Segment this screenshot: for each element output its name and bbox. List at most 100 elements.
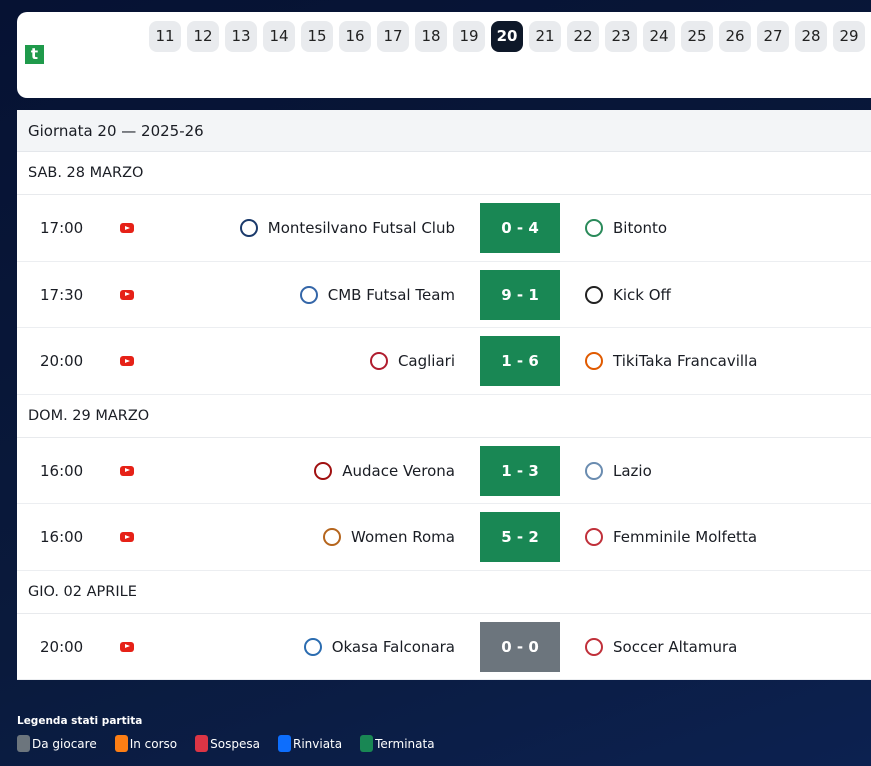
home-team[interactable]: Audace Verona bbox=[314, 438, 455, 504]
youtube-icon[interactable] bbox=[120, 641, 134, 652]
matchday-button-27[interactable]: 27 bbox=[757, 21, 789, 52]
home-team-name: Montesilvano Futsal Club bbox=[267, 219, 455, 237]
date-header: SAB. 28 MARZO bbox=[17, 152, 871, 195]
youtube-icon[interactable] bbox=[120, 356, 134, 366]
site-logo: t bbox=[25, 45, 44, 64]
matchday-button-28[interactable]: 28 bbox=[795, 21, 827, 52]
away-crest-icon bbox=[585, 637, 603, 656]
matchday-button-21[interactable]: 21 bbox=[529, 21, 561, 52]
youtube-icon[interactable] bbox=[120, 223, 134, 233]
legend-label: In corso bbox=[129, 736, 178, 751]
matchday-button-15[interactable]: 15 bbox=[301, 21, 333, 52]
home-team-name: Cagliari bbox=[397, 352, 455, 370]
matchday-button-18[interactable]: 18 bbox=[415, 21, 447, 52]
away-team-name: Femminile Molfetta bbox=[613, 528, 758, 546]
matchday-button-24[interactable]: 24 bbox=[643, 21, 675, 52]
status-swatch bbox=[114, 735, 128, 752]
date-header: DOM. 29 MARZO bbox=[17, 395, 871, 438]
home-crest-icon bbox=[299, 285, 318, 304]
match-row[interactable]: 20:00 Okasa Falconara 0 - 0 Soccer Altam… bbox=[17, 614, 871, 680]
home-crest-icon bbox=[314, 461, 333, 480]
legend: Legenda stati partita Da giocare In corso… bbox=[17, 715, 435, 752]
page-title: Giornata 20 — 2025-26 bbox=[17, 110, 871, 152]
legend-item: Sospesa bbox=[195, 735, 260, 752]
matchday-button-20[interactable]: 20 bbox=[491, 21, 523, 52]
away-team[interactable]: Lazio bbox=[585, 438, 652, 504]
away-team[interactable]: Bitonto bbox=[585, 195, 667, 261]
away-crest-icon bbox=[585, 219, 603, 237]
home-team[interactable]: Okasa Falconara bbox=[303, 614, 455, 680]
matchday-button-29[interactable]: 29 bbox=[833, 21, 865, 52]
away-crest-icon bbox=[585, 461, 603, 480]
away-team[interactable]: Femminile Molfetta bbox=[585, 504, 757, 570]
home-crest-icon bbox=[323, 528, 342, 546]
home-crest-icon bbox=[239, 219, 258, 237]
match-groups: SAB. 28 MARZO 17:00 Montesilvano Futsal C… bbox=[17, 152, 871, 680]
away-crest-icon bbox=[585, 285, 603, 304]
score-badge[interactable]: 1 - 3 bbox=[480, 445, 560, 496]
match-time: 16:00 bbox=[40, 461, 84, 480]
score-badge[interactable]: 9 - 1 bbox=[480, 269, 560, 320]
status-swatch bbox=[360, 735, 374, 752]
matchday-button-14[interactable]: 14 bbox=[263, 21, 295, 52]
legend-label: Rinviata bbox=[292, 736, 343, 751]
matchday-button-11[interactable]: 11 bbox=[149, 21, 181, 52]
legend-item: In corso bbox=[114, 735, 178, 752]
date-header: GIO. 02 APRILE bbox=[17, 571, 871, 614]
score-badge[interactable]: 1 - 6 bbox=[480, 336, 560, 386]
legend-title: Legenda stati partita bbox=[17, 715, 143, 727]
match-row[interactable]: 17:30 CMB Futsal Team 9 - 1 Kick Off bbox=[17, 262, 871, 328]
home-team[interactable]: Women Roma bbox=[323, 504, 455, 570]
home-team[interactable]: Cagliari bbox=[369, 328, 455, 394]
matchday-selector: t 11 12 13 14 15 16 17 18 19 20 21 22 23 24 25 26 27 28 29 bbox=[17, 12, 871, 98]
match-row[interactable]: 16:00 Audace Verona 1 - 3 Lazio bbox=[17, 438, 871, 504]
legend-label: Terminata bbox=[375, 736, 435, 751]
score-badge[interactable]: 5 - 2 bbox=[480, 512, 560, 562]
score-badge[interactable]: 0 - 4 bbox=[480, 203, 560, 253]
legend-label: Da giocare bbox=[32, 736, 97, 751]
home-crest-icon bbox=[303, 637, 322, 656]
home-team-name: CMB Futsal Team bbox=[327, 285, 455, 304]
score-badge[interactable]: 0 - 0 bbox=[480, 621, 560, 672]
youtube-icon[interactable] bbox=[120, 532, 134, 542]
home-team[interactable]: Montesilvano Futsal Club bbox=[239, 195, 455, 261]
home-team-name: Okasa Falconara bbox=[331, 637, 455, 656]
legend-item: Da giocare bbox=[17, 735, 97, 752]
away-team[interactable]: Soccer Altamura bbox=[585, 614, 737, 680]
legend-items: Da giocare In corso Sospesa Rinviata Termina… bbox=[17, 735, 435, 752]
away-crest-icon bbox=[585, 352, 603, 370]
status-swatch bbox=[195, 735, 209, 752]
matchday-button-26[interactable]: 26 bbox=[719, 21, 751, 52]
matchday-button-17[interactable]: 17 bbox=[377, 21, 409, 52]
legend-label: Sospesa bbox=[210, 736, 260, 751]
matchday-button-23[interactable]: 23 bbox=[605, 21, 637, 52]
matchday-button-22[interactable]: 22 bbox=[567, 21, 599, 52]
away-team-name: TikiTaka Francavilla bbox=[613, 352, 758, 370]
away-team-name: Bitonto bbox=[613, 219, 668, 237]
matchday-button-25[interactable]: 25 bbox=[681, 21, 713, 52]
youtube-icon[interactable] bbox=[120, 289, 134, 300]
away-team-name: Soccer Altamura bbox=[613, 637, 738, 656]
home-team[interactable]: CMB Futsal Team bbox=[299, 262, 455, 328]
away-team[interactable]: Kick Off bbox=[585, 262, 671, 328]
match-time: 17:30 bbox=[40, 285, 84, 304]
match-time: 16:00 bbox=[40, 528, 84, 546]
away-team-name: Kick Off bbox=[613, 285, 671, 304]
legend-item: Terminata bbox=[360, 735, 435, 752]
matches-card: Giornata 20 — 2025-26 SAB. 28 MARZO 17:00… bbox=[17, 110, 871, 680]
away-team-name: Lazio bbox=[613, 461, 652, 480]
matchday-button-16[interactable]: 16 bbox=[339, 21, 371, 52]
away-team[interactable]: TikiTaka Francavilla bbox=[585, 328, 757, 394]
status-swatch bbox=[17, 735, 30, 752]
match-row[interactable]: 20:00 Cagliari 1 - 6 TikiTaka Francavill… bbox=[17, 328, 871, 395]
match-time: 17:00 bbox=[40, 219, 84, 237]
match-time: 20:00 bbox=[40, 637, 84, 656]
match-row[interactable]: 16:00 Women Roma 5 - 2 Femminile Molfett… bbox=[17, 504, 871, 571]
home-team-name: Audace Verona bbox=[342, 461, 455, 480]
matchday-button-12[interactable]: 12 bbox=[187, 21, 219, 52]
match-row[interactable]: 17:00 Montesilvano Futsal Club 0 - 4 Bit… bbox=[17, 195, 871, 262]
matchday-button-19[interactable]: 19 bbox=[453, 21, 485, 52]
matchday-button-13[interactable]: 13 bbox=[225, 21, 257, 52]
status-swatch bbox=[277, 735, 291, 752]
youtube-icon[interactable] bbox=[120, 465, 134, 476]
